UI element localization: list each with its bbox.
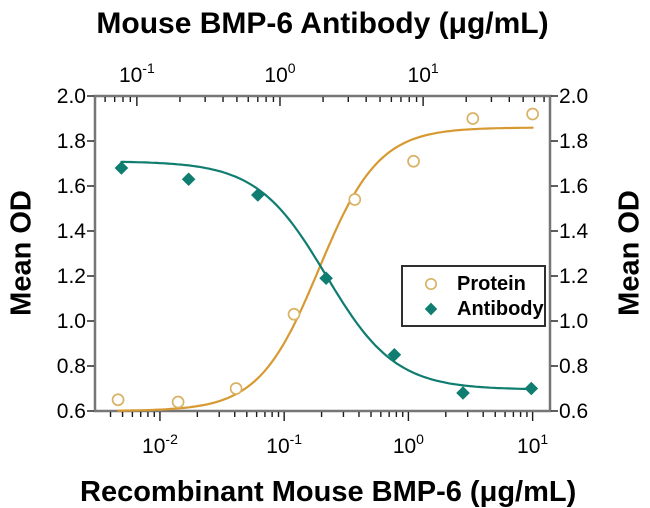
svg-text:0.8: 0.8 (559, 355, 588, 378)
svg-text:0.6: 0.6 (57, 400, 86, 423)
bottom-axis-title: Recombinant Mouse BMP-6 (μg/mL) (80, 476, 577, 508)
svg-text:1.4: 1.4 (559, 220, 589, 243)
filled-diamond-marker-icon (424, 302, 438, 315)
protein-fit-curve (117, 126, 534, 412)
svg-text:2.0: 2.0 (559, 85, 588, 108)
svg-text:1.2: 1.2 (57, 265, 86, 288)
svg-text:1.0: 1.0 (57, 310, 86, 333)
open-circle-marker-icon (424, 277, 438, 290)
protein-data-point (466, 112, 480, 125)
svg-text:1.4: 1.4 (57, 220, 87, 243)
svg-text:100: 100 (393, 431, 424, 458)
svg-text:10-1: 10-1 (119, 60, 155, 87)
antibody-data-point (114, 161, 129, 175)
antibody-data-point (251, 188, 265, 202)
svg-text:2.0: 2.0 (57, 85, 86, 108)
svg-text:1.0: 1.0 (559, 310, 588, 333)
svg-text:10-2: 10-2 (142, 431, 178, 458)
antibody-data-point (387, 347, 402, 362)
svg-text:1.8: 1.8 (559, 130, 588, 153)
protein-data-point (407, 154, 420, 168)
antibody-data-point (319, 271, 333, 286)
svg-text:10-1: 10-1 (266, 431, 302, 458)
svg-text:1.6: 1.6 (57, 175, 86, 198)
svg-text:1.8: 1.8 (57, 130, 86, 153)
svg-text:1.6: 1.6 (559, 175, 588, 198)
svg-text:101: 101 (408, 60, 439, 87)
protein-series (111, 107, 539, 412)
antibody-series (114, 160, 539, 400)
left-axis-title: Mean OD (5, 190, 38, 316)
legend-label-protein: Protein (457, 272, 526, 295)
svg-text:0.6: 0.6 (559, 400, 588, 423)
legend-label-antibody: Antibody (457, 297, 544, 320)
protein-data-point (111, 393, 125, 407)
protein-data-point (229, 382, 243, 395)
right-axis-title: Mean OD (613, 190, 646, 316)
svg-text:101: 101 (517, 431, 548, 458)
plot-frame (93, 94, 552, 413)
protein-data-point (287, 307, 301, 321)
legend: Protein Antibody (401, 265, 546, 327)
top-axis-title: Mouse BMP-6 Antibody (μg/mL) (96, 7, 549, 40)
antibody-data-point (524, 381, 539, 396)
svg-text:1.2: 1.2 (559, 265, 588, 288)
axis-ticks (87, 95, 558, 421)
protein-data-point (526, 107, 539, 121)
antibody-data-point (456, 386, 470, 400)
legend-item-antibody: Antibody (421, 298, 544, 320)
protein-data-point (348, 193, 362, 206)
legend-item-protein: Protein (421, 273, 544, 295)
antibody-data-point (181, 172, 196, 187)
svg-text:100: 100 (264, 60, 295, 87)
protein-data-point (171, 395, 185, 409)
axis-tick-labels: 10-2 10-1 100 101 10-1 100 101 0.6 0.6 0.8 0.8 1.0 1… (57, 60, 589, 458)
svg-text:0.8: 0.8 (57, 355, 86, 378)
